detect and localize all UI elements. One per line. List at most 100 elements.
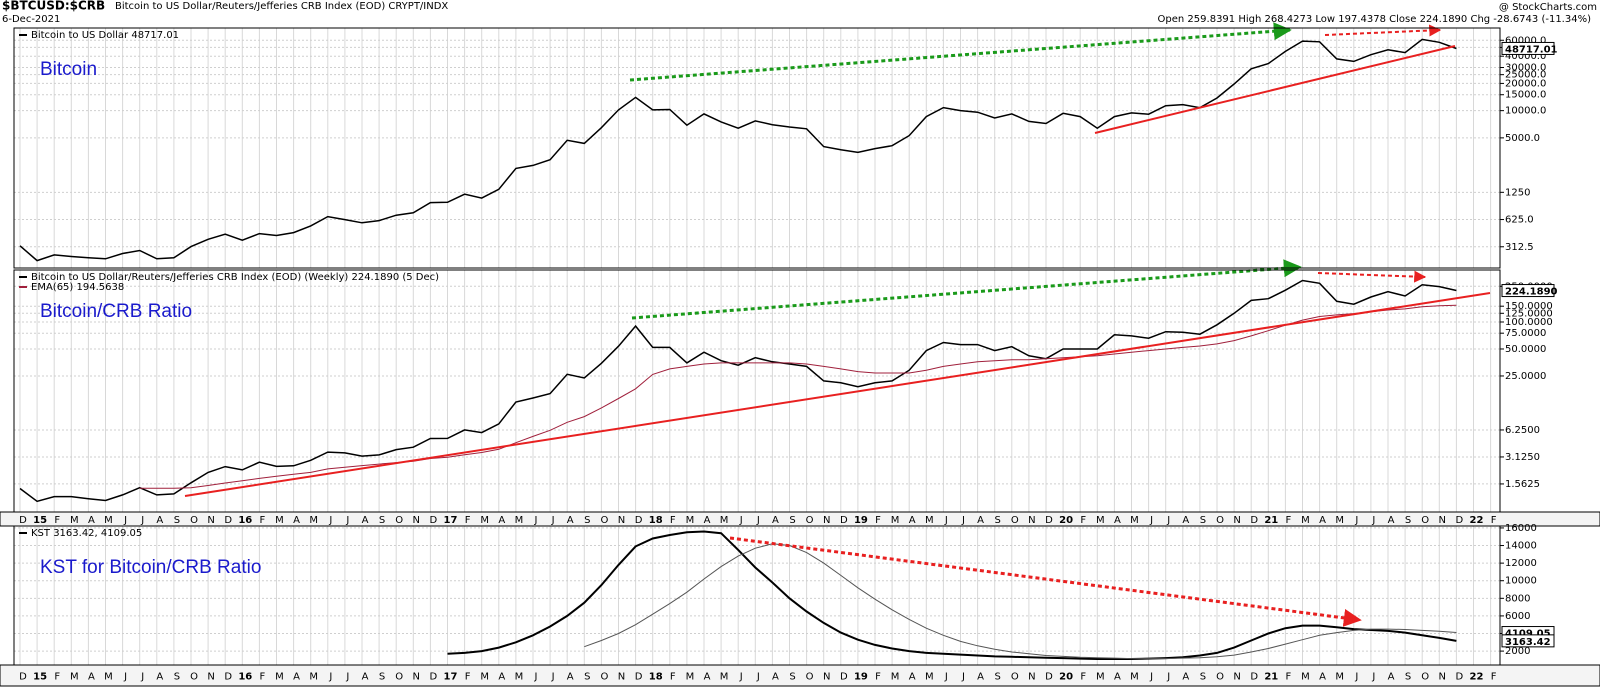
x-tick-label: O xyxy=(1421,515,1429,526)
x-tick-label: A xyxy=(567,515,574,526)
x-tick-label: 17 xyxy=(444,672,458,683)
x-tick-label: J xyxy=(123,672,127,683)
x-tick-label: M xyxy=(480,672,489,683)
x-tick-label: J xyxy=(140,515,144,526)
x-tick-label: F xyxy=(260,515,266,526)
x-tick-label: S xyxy=(174,672,180,683)
x-tick-label: N xyxy=(823,672,830,683)
x-tick-label: 22 xyxy=(1470,672,1484,683)
x-tick-label: 20 xyxy=(1059,515,1073,526)
x-tick-label: O xyxy=(1421,672,1429,683)
x-tick-label: A xyxy=(293,672,300,683)
x-tick-label: N xyxy=(1439,515,1446,526)
x-tick-label: D xyxy=(840,672,848,683)
x-tick-label: A xyxy=(498,672,505,683)
x-tick-label: J xyxy=(1371,672,1375,683)
x-tick-label: N xyxy=(1028,672,1035,683)
x-tick-label: D xyxy=(430,672,438,683)
x-tick-label: M xyxy=(1096,672,1105,683)
x-tick-label: M xyxy=(891,672,900,683)
panel-annotation: Bitcoin/CRB Ratio xyxy=(40,301,192,322)
x-tick-label: S xyxy=(995,672,1001,683)
x-tick-label: 15 xyxy=(33,515,47,526)
x-tick-label: A xyxy=(1182,515,1189,526)
trend-line xyxy=(184,292,1491,497)
y-tick-label: 3.1250 xyxy=(1505,452,1540,463)
x-tick-label: O xyxy=(395,672,403,683)
x-tick-label: A xyxy=(156,515,163,526)
x-tick-label: D xyxy=(1045,515,1053,526)
x-tick-label: N xyxy=(207,515,214,526)
x-tick-label: 20 xyxy=(1059,672,1073,683)
legend-label: EMA(65) 194.5638 xyxy=(31,282,124,293)
x-tick-label: A xyxy=(909,515,916,526)
x-tick-label: J xyxy=(1166,672,1170,683)
y-tick-label: 312.5 xyxy=(1505,242,1534,253)
y-tick-label: 16000 xyxy=(1505,523,1537,534)
x-tick-label: J xyxy=(328,672,332,683)
symbol: $BTCUSD:$CRB xyxy=(2,0,105,13)
y-tick-label: 150.0000 xyxy=(1505,301,1553,312)
x-tick-label: N xyxy=(1439,672,1446,683)
x-tick-label: M xyxy=(1096,515,1105,526)
panel-annotation: Bitcoin xyxy=(40,59,97,80)
x-tick-label: M xyxy=(720,515,729,526)
x-tick-label: N xyxy=(413,672,420,683)
y-tick-label: 60000.0 xyxy=(1505,35,1546,46)
x-tick-label: 15 xyxy=(33,672,47,683)
y-tick-label: 25.0000 xyxy=(1505,371,1546,382)
value-box-label: 3163.42 xyxy=(1505,637,1551,648)
x-tick-label: F xyxy=(1080,515,1086,526)
value-box xyxy=(1501,634,1555,648)
x-tick-label: O xyxy=(600,515,608,526)
y-tick-label: 8000 xyxy=(1505,593,1530,604)
x-tick-label: M xyxy=(70,672,79,683)
y-tick-label: 40000.0 xyxy=(1505,51,1546,62)
x-tick-label: D xyxy=(1456,515,1464,526)
annotations xyxy=(184,22,1491,627)
x-tick-label: A xyxy=(1388,515,1395,526)
x-tick-label: D xyxy=(635,672,643,683)
trend-line xyxy=(1094,45,1456,134)
x-tick-label: A xyxy=(88,672,95,683)
x-tick-label: J xyxy=(1354,672,1358,683)
y-tick-label: 75.0000 xyxy=(1505,328,1546,339)
series-line xyxy=(19,38,1457,262)
x-tick-label: S xyxy=(789,672,795,683)
x-tick-label: O xyxy=(395,515,403,526)
y-tick-label: 625.0 xyxy=(1505,215,1534,226)
x-tick-label: M xyxy=(1335,672,1344,683)
x-tick-label: N xyxy=(618,515,625,526)
x-tick-label: N xyxy=(1028,515,1035,526)
y-tick-label: 6.2500 xyxy=(1505,425,1540,436)
x-tick-label: J xyxy=(1166,515,1170,526)
x-tick-label: O xyxy=(190,672,198,683)
x-tick-label: J xyxy=(123,515,127,526)
x-tick-label: A xyxy=(1114,672,1121,683)
x-tick-label: A xyxy=(977,672,984,683)
x-tick-label: M xyxy=(275,515,284,526)
x-tick-label: F xyxy=(1286,672,1292,683)
series-line xyxy=(447,530,1457,660)
x-tick-label: S xyxy=(1200,672,1206,683)
x-tick-label: S xyxy=(174,515,180,526)
y-tick-label: 1.5625 xyxy=(1505,479,1540,490)
x-tick-label: F xyxy=(465,672,471,683)
x-tick-label: J xyxy=(1149,515,1153,526)
x-tick-label: 21 xyxy=(1264,515,1278,526)
x-tick-label: M xyxy=(1301,672,1310,683)
x-tick-label: M xyxy=(686,515,695,526)
y-tick-label: 14000 xyxy=(1505,541,1537,552)
y-tick-label: 5000.0 xyxy=(1505,133,1540,144)
x-tick-label: S xyxy=(584,672,590,683)
description: Bitcoin to US Dollar/Reuters/Jefferies C… xyxy=(115,1,448,12)
x-tick-label: F xyxy=(670,672,676,683)
x-tick-label: O xyxy=(1011,672,1019,683)
x-tick-label: M xyxy=(515,672,524,683)
x-tick-label: M xyxy=(70,515,79,526)
x-tick-label: J xyxy=(944,672,948,683)
y-tick-label: 2000 xyxy=(1505,646,1530,657)
panel-frame xyxy=(13,269,1501,513)
x-tick-label: O xyxy=(806,672,814,683)
